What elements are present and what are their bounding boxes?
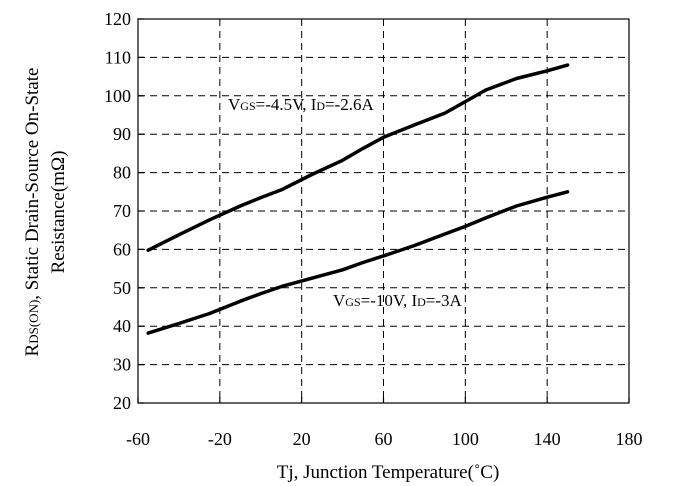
y-tick-label: 60 — [113, 239, 131, 259]
x-tick-label: 140 — [534, 429, 561, 449]
x-tick-label: 20 — [293, 429, 311, 449]
x-tick-label: 100 — [452, 429, 479, 449]
y-axis-title-line2: Resistance(mΩ) — [48, 151, 69, 274]
series-label-vgs-10v: VGS=-10V, ID=-3A — [333, 291, 463, 310]
y-tick-label: 80 — [113, 163, 131, 183]
y-tick-label: 110 — [105, 47, 131, 67]
x-tick-labels: -60 -20 20 60 100 140 180 — [126, 429, 643, 449]
series-line-0 — [146, 63, 570, 252]
tick-marks — [137, 18, 630, 404]
x-axis-title: Tj, Junction Temperature(˚C) — [277, 462, 500, 483]
y-axis-title-line1: RDS(ON), Static Drain-Source On-State — [22, 68, 43, 357]
y-tick-label: 50 — [113, 278, 131, 298]
y-tick-label: 100 — [104, 86, 131, 106]
y-tick-label: 90 — [113, 124, 131, 144]
y-tick-labels: 20 30 40 50 60 70 80 90 100 110 120 — [104, 9, 131, 413]
series-line-1 — [146, 190, 570, 335]
x-tick-label: -60 — [126, 429, 150, 449]
grid-lines — [138, 19, 629, 403]
x-tick-label: 180 — [616, 429, 643, 449]
y-tick-label: 20 — [113, 393, 131, 413]
x-tick-label: 60 — [375, 429, 393, 449]
y-tick-label: 30 — [113, 355, 131, 375]
y-tick-label: 70 — [113, 201, 131, 221]
series-lines — [146, 63, 570, 335]
y-tick-label: 40 — [113, 316, 131, 336]
x-tick-label: -20 — [208, 429, 232, 449]
y-tick-label: 120 — [104, 9, 131, 29]
series-label-vgs-4-5v: VGS=-4.5V, ID=-2.6A — [228, 95, 375, 114]
